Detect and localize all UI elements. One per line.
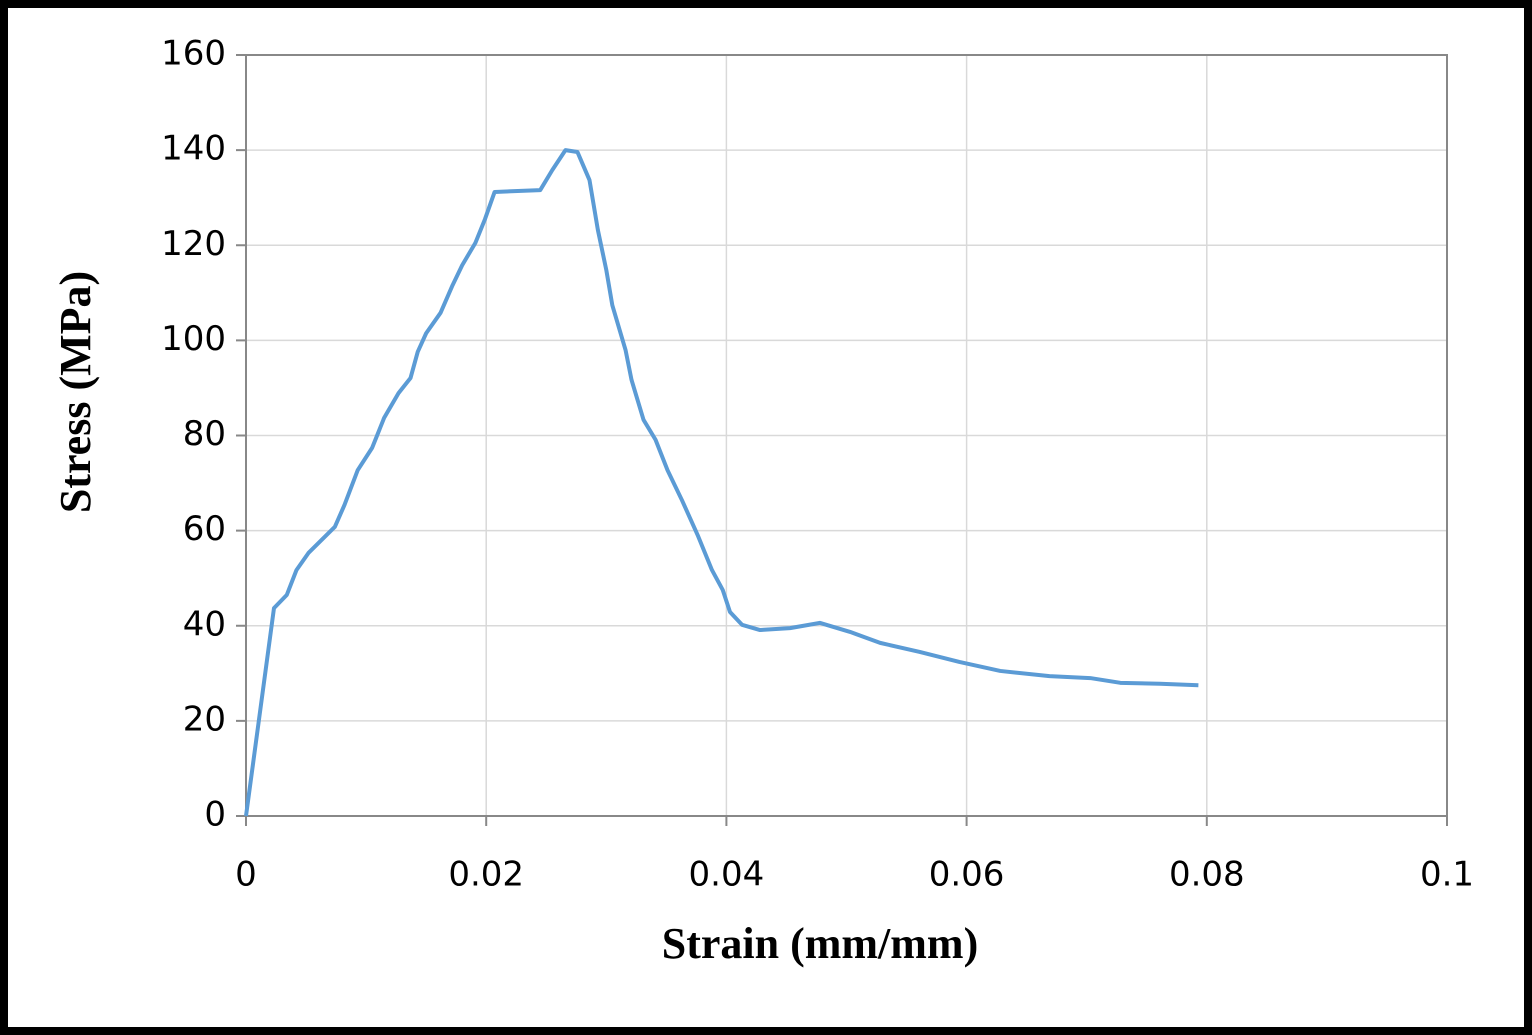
x-tick-label: 0 <box>235 855 257 895</box>
y-tick-label: 40 <box>183 604 226 644</box>
plot-border <box>245 54 1448 817</box>
y-tick-label: 60 <box>183 509 226 549</box>
x-tick-label: 0.02 <box>448 855 524 895</box>
y-tick-label: 0 <box>204 795 226 835</box>
x-tick-label: 0.04 <box>689 855 765 895</box>
x-tick-label: 0.08 <box>1169 855 1245 895</box>
y-tick-label: 100 <box>161 319 226 359</box>
data-line <box>244 148 1199 817</box>
y-tick-label: 140 <box>161 129 226 169</box>
x-axis-title: Strain (mm/mm) <box>662 919 979 968</box>
y-tick-label: 160 <box>161 34 226 74</box>
y-tick-label: 20 <box>183 699 226 739</box>
x-tick-label: 0.06 <box>929 855 1005 895</box>
y-axis-title: Stress (MPa) <box>51 271 100 513</box>
y-tick-label: 80 <box>183 414 226 454</box>
x-tick-label: 0.1 <box>1420 855 1474 895</box>
y-tick-label: 120 <box>161 224 226 264</box>
